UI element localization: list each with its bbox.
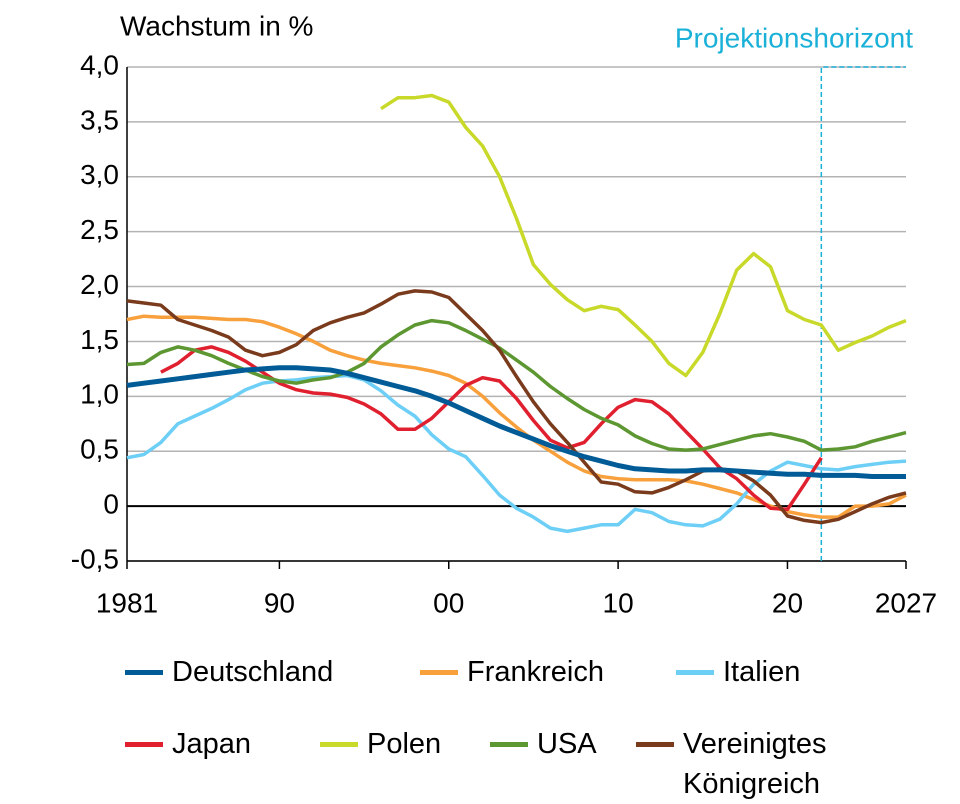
legend-label: USA (537, 728, 597, 760)
y-tick-label: 2,0 (80, 269, 119, 300)
x-tick-label: 1981 (96, 587, 158, 618)
legend-swatch (676, 670, 714, 675)
legend-item: Deutschland (125, 652, 333, 692)
y-tick-label: 2,5 (80, 214, 119, 245)
legend-item: Polen (320, 724, 441, 764)
legend-label: Frankreich (467, 656, 604, 688)
legend-item: Vereinigtes Königreich (636, 724, 883, 804)
legend-label: Italien (723, 656, 801, 688)
legend-label: Vereinigtes Königreich (683, 728, 827, 800)
y-tick-label: 1,0 (80, 379, 119, 410)
line (126, 373, 907, 534)
y-tick-label: 0 (103, 489, 119, 520)
annotation: Projektionshorizont (675, 22, 913, 53)
legend-item: Italien (676, 652, 800, 692)
line (126, 318, 907, 452)
legend-swatch (125, 670, 163, 675)
line (126, 365, 906, 479)
y-tick-label: -0,5 (71, 543, 119, 574)
legend-swatch (320, 742, 358, 747)
x-tick-label: 90 (264, 587, 295, 618)
projection-box (820, 66, 906, 561)
legend-swatch (636, 742, 674, 747)
x-tick-label: 10 (603, 587, 634, 618)
legend-label: Japan (172, 728, 252, 760)
line (126, 289, 907, 525)
legend-swatch (420, 670, 458, 675)
chart-title: Wachstum in % (120, 10, 313, 41)
x-tick-label: 2027 (875, 587, 937, 618)
legend-swatch (490, 742, 528, 747)
line (126, 314, 907, 519)
y-tick-label: 4,0 (80, 49, 119, 80)
y-tick-label: 1,5 (80, 324, 119, 355)
x-tick-label: 20 (772, 587, 803, 618)
legend-item: Japan (125, 724, 251, 764)
legend-item: USA (490, 724, 597, 764)
legend-label: Polen (367, 728, 442, 760)
chart: Wachstum in % -0,5 0 0,5 1,0 1,5 2,0 2,5 3,0 3,5… (71, 10, 937, 618)
y-tick-label: 0,5 (80, 434, 119, 465)
legend-label: Deutschland (172, 656, 334, 688)
x-tick-label: 00 (433, 587, 464, 618)
line (380, 93, 907, 378)
y-tick-label: 3,5 (80, 104, 119, 135)
y-tick-label: 3,0 (80, 159, 119, 190)
legend-swatch (125, 742, 163, 747)
legend-item: Frankreich (420, 652, 604, 692)
